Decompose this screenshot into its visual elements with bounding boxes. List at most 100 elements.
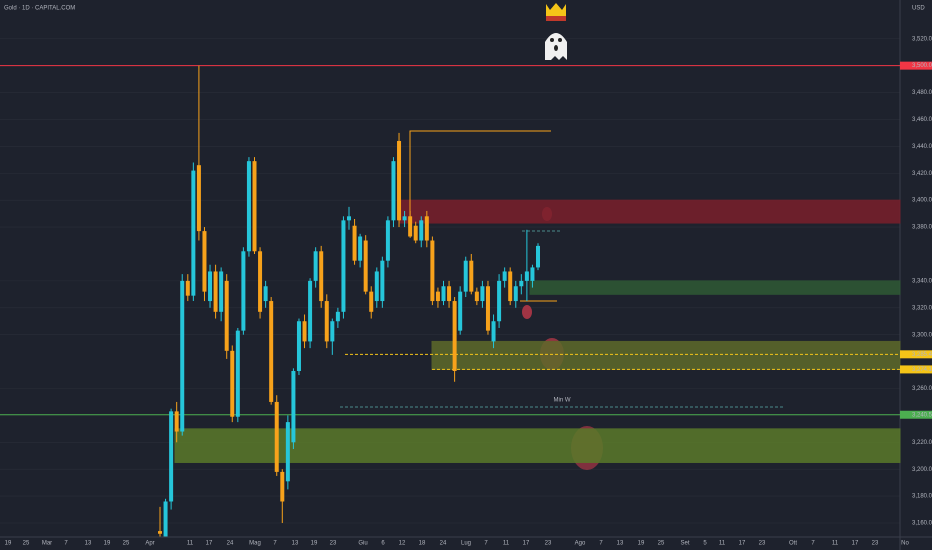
y-tick-label: 3,220.00 xyxy=(912,440,932,446)
zone xyxy=(529,280,901,295)
x-tick-label: 6 xyxy=(381,541,385,547)
zone xyxy=(399,199,901,224)
candle-body xyxy=(358,236,363,261)
x-tick-label: Mar xyxy=(42,541,52,547)
candle-body xyxy=(435,291,440,302)
candle-body xyxy=(369,291,374,312)
candle-body xyxy=(258,251,263,312)
candle-body xyxy=(441,286,446,302)
candle-body xyxy=(452,301,457,372)
y-tick-label: 3,260.00 xyxy=(912,386,932,392)
x-tick-label: 12 xyxy=(399,541,406,547)
candle-body xyxy=(246,161,251,252)
candle-body xyxy=(180,280,185,432)
x-tick-label: Lug xyxy=(461,541,471,547)
x-tick-label: 19 xyxy=(311,541,318,547)
candle-body xyxy=(469,260,474,292)
x-tick-label: 5 xyxy=(703,541,707,547)
candle-body xyxy=(480,286,485,302)
candle-body xyxy=(280,471,285,502)
price-label: 3,285.40 xyxy=(912,352,932,358)
crown xyxy=(546,3,566,21)
candle-body xyxy=(419,220,424,241)
x-tick-label: Mag xyxy=(249,541,261,547)
x-tick-label: 17 xyxy=(852,541,859,547)
y-tick-label: 3,400.00 xyxy=(912,198,932,204)
x-tick-label: 23 xyxy=(545,541,552,547)
candle-body xyxy=(447,286,452,302)
y-tick-label: 3,480.00 xyxy=(912,90,932,96)
candle-body xyxy=(269,301,274,402)
x-tick-label: 25 xyxy=(658,541,665,547)
y-tick-label: 3,340.00 xyxy=(912,278,932,284)
candle-body xyxy=(352,225,357,261)
candle-body xyxy=(219,271,224,312)
x-tick-label: 25 xyxy=(123,541,130,547)
candle-body xyxy=(302,321,307,342)
candle-body xyxy=(185,280,190,296)
candle-body xyxy=(519,280,524,287)
ghost xyxy=(545,33,567,60)
price-label-bg xyxy=(900,410,932,419)
candle-body xyxy=(513,286,518,302)
candle-body xyxy=(308,280,313,342)
candle-body xyxy=(324,301,329,342)
y-tick-label: 3,460.00 xyxy=(912,117,932,123)
candle-body xyxy=(391,161,396,221)
candle-body xyxy=(341,220,346,312)
price-label-bg xyxy=(900,350,932,359)
x-tick-label: Set xyxy=(680,541,689,547)
x-tick-label: Giu xyxy=(358,541,367,547)
candle-body xyxy=(363,240,368,292)
candle-body xyxy=(330,321,335,342)
x-tick-label: 11 xyxy=(503,541,510,547)
candle-body xyxy=(263,286,268,302)
candle-body xyxy=(474,291,479,302)
candle-body xyxy=(536,245,540,268)
x-tick-label: 7 xyxy=(811,541,815,547)
x-tick-label: 23 xyxy=(872,541,879,547)
candle-body xyxy=(408,216,413,237)
candle-body xyxy=(491,321,496,342)
candle-body xyxy=(208,271,213,302)
orange-trend xyxy=(409,130,551,220)
x-tick-label: 25 xyxy=(23,541,30,547)
candle-body xyxy=(291,371,296,443)
candle-body xyxy=(374,271,379,302)
y-tick-label: 3,520.00 xyxy=(912,36,932,42)
candle-body xyxy=(497,280,502,322)
candle-body xyxy=(385,220,390,261)
candle-body xyxy=(430,240,435,302)
x-tick-label: 7 xyxy=(484,541,488,547)
candle-body xyxy=(296,321,301,372)
y-tick-label: 3,440.00 xyxy=(912,144,932,150)
x-tick-label: 23 xyxy=(759,541,766,547)
price-label: 3,500.00 xyxy=(912,63,932,69)
x-tick-label: 11 xyxy=(832,541,839,547)
candle-body xyxy=(502,271,507,281)
candle-body xyxy=(202,231,207,292)
x-tick-label: 17 xyxy=(523,541,530,547)
candle-body xyxy=(313,251,318,281)
x-tick-label: 7 xyxy=(64,541,68,547)
candle-body xyxy=(402,216,407,221)
candle-body xyxy=(158,531,162,534)
candle-body xyxy=(169,411,174,502)
price-label: 3,274.18 xyxy=(912,367,932,373)
x-tick-label: 17 xyxy=(206,541,213,547)
candle-body xyxy=(530,267,535,281)
y-tick-label: 3,180.00 xyxy=(912,494,932,500)
chart-title: Gold · 1D · CAPITAL.COM xyxy=(4,6,75,12)
candle-body xyxy=(319,251,324,302)
x-tick-label: 18 xyxy=(419,541,426,547)
candle-body xyxy=(463,260,468,292)
candle-body xyxy=(413,225,418,241)
x-tick-label: 23 xyxy=(330,541,337,547)
x-tick-label: 11 xyxy=(187,541,194,547)
x-tick-label: 19 xyxy=(638,541,645,547)
candle-body xyxy=(252,161,257,252)
y-tick-label: 3,320.00 xyxy=(912,305,932,311)
candle-body xyxy=(508,271,513,302)
candle-body xyxy=(196,165,201,232)
